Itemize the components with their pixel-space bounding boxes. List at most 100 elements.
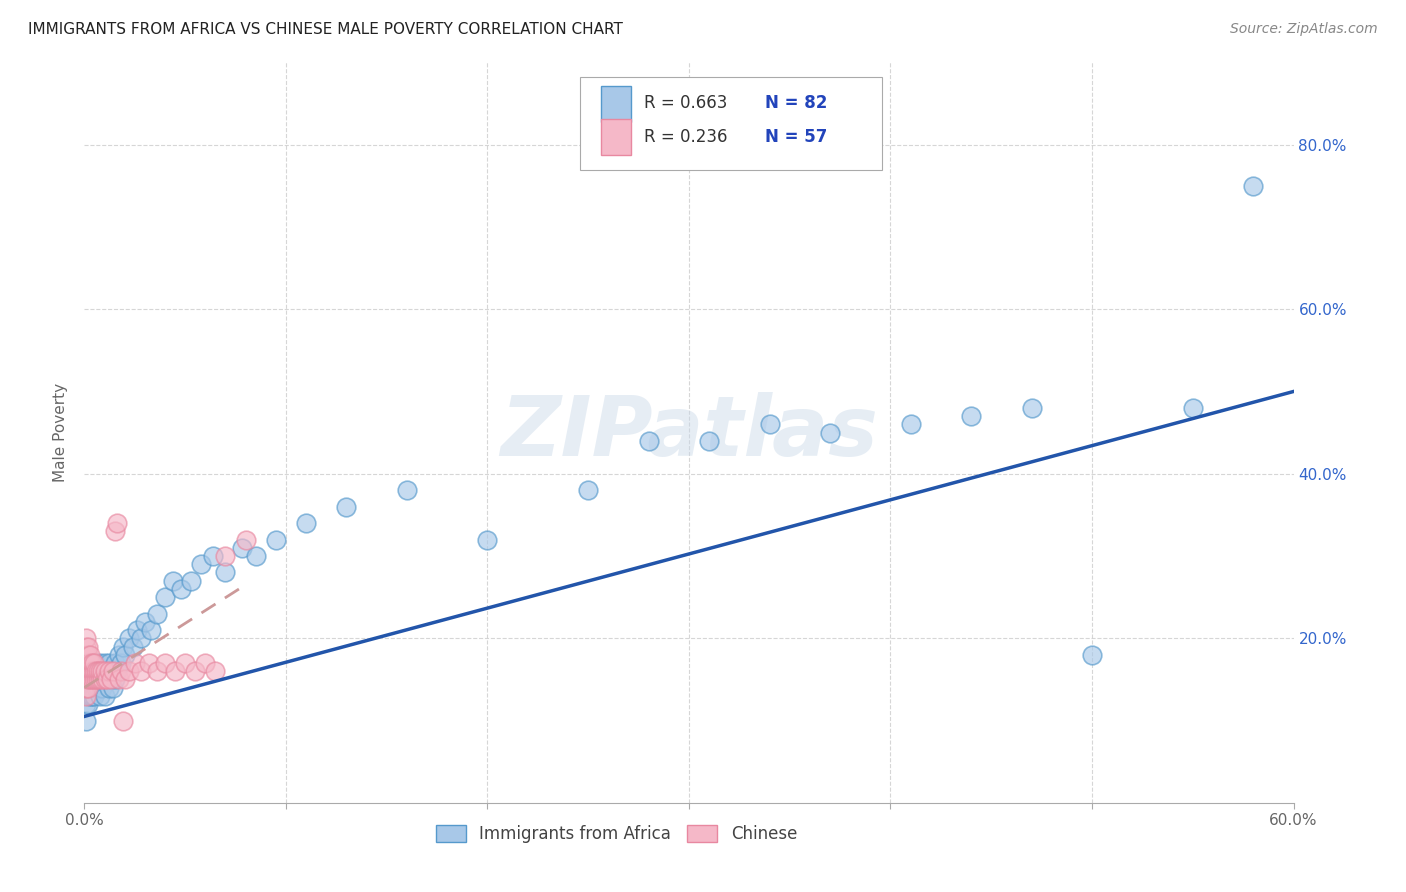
Point: [637, 434, 659, 448]
Point: [79, 656, 101, 670]
Point: [101, 664, 124, 678]
Point: [1081, 648, 1104, 662]
Point: [697, 434, 720, 448]
Point: [174, 656, 197, 670]
Point: [146, 664, 169, 678]
Point: [75, 664, 97, 678]
Point: [121, 640, 143, 654]
Point: [75, 648, 97, 662]
Point: [77, 648, 100, 662]
Point: [395, 483, 418, 498]
Point: [87, 673, 110, 687]
Point: [576, 483, 599, 498]
Point: [91, 681, 114, 695]
Text: R = 0.663: R = 0.663: [644, 95, 727, 112]
Point: [79, 673, 101, 687]
Point: [110, 664, 132, 678]
Point: [235, 533, 257, 547]
Point: [335, 500, 357, 514]
Point: [77, 656, 100, 670]
Point: [93, 673, 115, 687]
Text: Source: ZipAtlas.com: Source: ZipAtlas.com: [1230, 22, 1378, 37]
Point: [75, 656, 97, 670]
Text: N = 57: N = 57: [765, 128, 828, 146]
Point: [75, 681, 97, 695]
Point: [87, 664, 110, 678]
Point: [96, 673, 118, 687]
Point: [104, 673, 127, 687]
Point: [97, 656, 120, 670]
Point: [1181, 401, 1204, 415]
Point: [83, 673, 105, 687]
Point: [153, 590, 176, 604]
Point: [153, 656, 176, 670]
Point: [231, 541, 253, 555]
Point: [134, 615, 156, 629]
Point: [758, 417, 780, 432]
Point: [97, 664, 120, 678]
Point: [114, 648, 136, 662]
Point: [139, 623, 162, 637]
Point: [83, 689, 105, 703]
Point: [77, 664, 100, 678]
Point: [82, 664, 104, 678]
Point: [75, 640, 97, 654]
Point: [89, 673, 111, 687]
Point: [86, 664, 108, 678]
Point: [86, 673, 108, 687]
Point: [477, 533, 499, 547]
Point: [79, 681, 101, 695]
Point: [93, 656, 115, 670]
Point: [96, 673, 118, 687]
Point: [87, 664, 110, 678]
Point: [93, 689, 115, 703]
Point: [82, 673, 104, 687]
Point: [138, 656, 160, 670]
Point: [83, 664, 105, 678]
Point: [75, 673, 97, 687]
Point: [97, 681, 120, 695]
Point: [100, 673, 122, 687]
Text: IMMIGRANTS FROM AFRICA VS CHINESE MALE POVERTY CORRELATION CHART: IMMIGRANTS FROM AFRICA VS CHINESE MALE P…: [28, 22, 623, 37]
Point: [125, 623, 148, 637]
Point: [82, 681, 104, 695]
Point: [204, 664, 226, 678]
Point: [111, 640, 134, 654]
Point: [146, 607, 169, 621]
Point: [83, 673, 105, 687]
Point: [214, 566, 236, 580]
Y-axis label: Male Poverty: Male Poverty: [53, 383, 69, 483]
Point: [82, 656, 104, 670]
Point: [79, 648, 101, 662]
Point: [87, 673, 110, 687]
Point: [111, 714, 134, 728]
Point: [75, 632, 97, 646]
Point: [77, 656, 100, 670]
Point: [295, 516, 318, 530]
Point: [75, 697, 97, 711]
Bar: [600, 87, 631, 121]
Point: [107, 648, 129, 662]
Point: [129, 632, 152, 646]
Point: [101, 681, 124, 695]
Point: [194, 656, 217, 670]
Point: [89, 664, 111, 678]
Point: [1241, 178, 1264, 193]
Point: [1021, 401, 1043, 415]
Point: [118, 632, 141, 646]
Point: [77, 681, 100, 695]
Point: [89, 656, 111, 670]
Point: [93, 664, 115, 678]
FancyBboxPatch shape: [581, 78, 883, 169]
Point: [82, 664, 104, 678]
Point: [264, 533, 287, 547]
Point: [104, 656, 127, 670]
Point: [165, 664, 187, 678]
Point: [77, 664, 100, 678]
Text: R = 0.236: R = 0.236: [644, 128, 728, 146]
Point: [93, 673, 115, 687]
Point: [89, 673, 111, 687]
Point: [91, 664, 114, 678]
Point: [105, 516, 128, 530]
Point: [86, 673, 108, 687]
